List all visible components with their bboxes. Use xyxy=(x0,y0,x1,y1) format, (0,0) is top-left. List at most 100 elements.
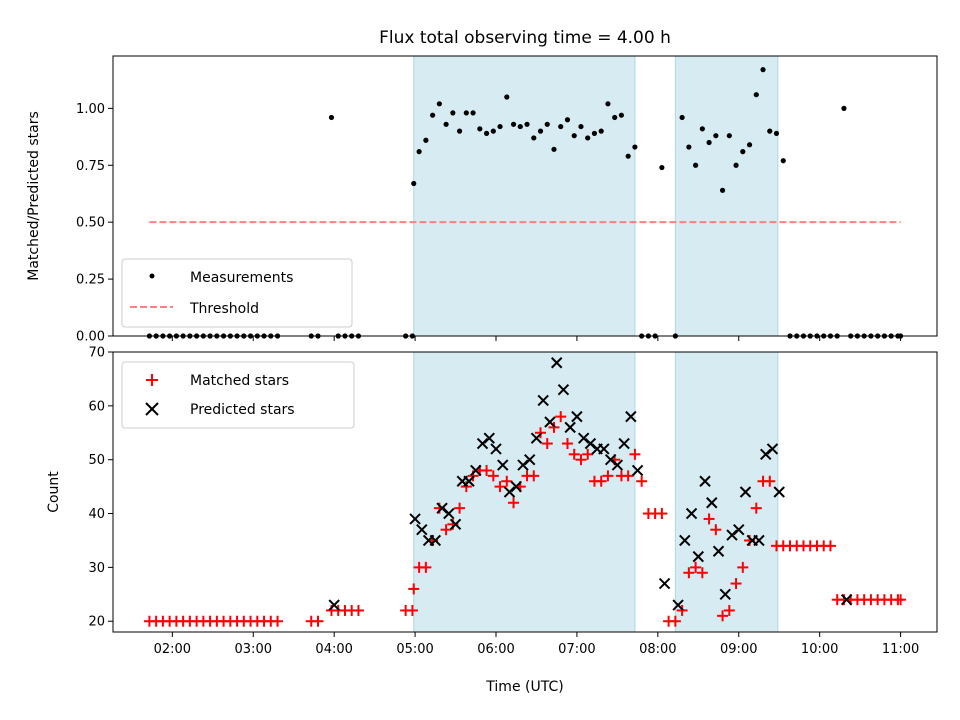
measurement-point xyxy=(699,126,705,132)
top-y-tick-label: 0.00 xyxy=(76,330,105,345)
measurement-point xyxy=(686,144,692,150)
x-tick-label: 05:00 xyxy=(396,642,433,657)
measurement-point xyxy=(746,142,753,148)
measurement-point xyxy=(692,162,699,168)
measurement-point xyxy=(740,149,746,155)
measurement-point xyxy=(416,149,422,155)
matched-star-point xyxy=(575,454,587,466)
legend-predicted-label: Predicted stars xyxy=(190,402,295,418)
measurement-point xyxy=(780,158,786,164)
predicted-star-point xyxy=(672,599,684,611)
predicted-star-point xyxy=(625,410,637,423)
predicted-star-point xyxy=(409,513,421,525)
measurement-point xyxy=(605,101,611,107)
matched-star-point xyxy=(636,475,648,487)
predicted-star-point xyxy=(719,588,731,601)
matched-star-point xyxy=(555,411,567,423)
measurement-point xyxy=(450,110,456,116)
measurement-point xyxy=(497,123,503,130)
measurement-point xyxy=(618,112,625,118)
matched-star-point xyxy=(696,567,708,579)
measurement-point xyxy=(753,92,759,98)
matched-star-point xyxy=(723,604,735,616)
bottom-x-axis-label: Time (UTC) xyxy=(485,679,563,695)
x-tick-label: 07:00 xyxy=(558,642,595,657)
x-tick-label: 08:00 xyxy=(639,642,676,657)
top-y-tick-label: 0.75 xyxy=(76,159,105,174)
predicted-star-point xyxy=(530,432,543,444)
matched-star-point xyxy=(602,470,614,482)
x-tick-label: 04:00 xyxy=(315,642,352,657)
top-panel: 0.00 0.25 0.50 0.75 1.00 Flux total observin… xyxy=(26,28,938,345)
bottom-y-tick-label: 20 xyxy=(88,615,105,630)
predicted-star-point xyxy=(699,475,711,487)
matched-star-point xyxy=(487,470,499,482)
measurement-point xyxy=(659,164,665,171)
predicted-star-point xyxy=(766,443,779,455)
predicted-star-point xyxy=(449,518,462,531)
measurement-point xyxy=(706,139,712,146)
measurement-point xyxy=(328,114,335,121)
predicted-star-point xyxy=(631,464,644,477)
bottom-panel: 20 30 40 50 60 70 02:00 03:00 04:00 05:00 06:00 07… xyxy=(46,346,938,695)
matched-star-point xyxy=(656,508,668,520)
predicted-star-point xyxy=(510,480,522,493)
measurement-point xyxy=(504,94,510,100)
bottom-y-tick-label: 70 xyxy=(88,346,105,361)
matched-star-point xyxy=(352,604,364,616)
bottom-y-tick-label: 30 xyxy=(88,561,105,576)
x-tick-label: 03:00 xyxy=(235,642,272,657)
measurement-point xyxy=(490,128,496,134)
predicted-star-point xyxy=(692,550,705,563)
predicted-star-point xyxy=(328,599,340,611)
predicted-star-point xyxy=(483,432,495,444)
top-legend: Measurements Threshold xyxy=(121,258,353,328)
legend-matched-label: Matched stars xyxy=(190,373,289,389)
measurement-point xyxy=(463,110,469,116)
matched-star-point xyxy=(717,610,729,622)
matched-star-point xyxy=(895,594,907,606)
predicted-star-point xyxy=(598,443,610,455)
matched-star-point xyxy=(582,448,594,460)
predicted-star-point xyxy=(679,534,691,547)
predicted-star-point xyxy=(733,523,745,536)
predicted-star-point xyxy=(571,410,583,423)
measurement-point xyxy=(564,117,571,123)
measurement-point xyxy=(443,121,449,127)
matched-star-point xyxy=(622,470,634,482)
predicted-star-point xyxy=(490,443,502,455)
measurement-point xyxy=(423,137,429,143)
measurement-point xyxy=(679,114,685,121)
predicted-star-point xyxy=(611,459,624,471)
measurement-point xyxy=(456,128,463,134)
predicted-star-point xyxy=(537,394,549,407)
x-tick-label: 10:00 xyxy=(801,642,838,657)
matched-star-point xyxy=(568,448,580,460)
matched-star-point xyxy=(690,561,702,573)
matched-star-point xyxy=(710,524,722,536)
matched-star-point xyxy=(595,475,607,487)
predicted-star-point xyxy=(463,475,475,487)
matched-star-point xyxy=(420,561,432,573)
matched-star-point xyxy=(494,481,506,493)
legend-measurements-marker xyxy=(149,273,155,279)
predicted-star-point xyxy=(497,459,509,471)
matched-star-point xyxy=(703,513,715,525)
predicted-star-point xyxy=(706,497,718,509)
observing-interval-1 xyxy=(413,351,636,633)
predicted-star-point xyxy=(429,534,442,547)
measurement-point xyxy=(625,153,631,159)
x-tick-label: 06:00 xyxy=(477,642,514,657)
predicted-star-point xyxy=(564,421,576,434)
measurement-point xyxy=(841,105,847,111)
measurement-point xyxy=(483,130,490,136)
observing-interval-2 xyxy=(674,351,779,633)
legend-measurements-label: Measurements xyxy=(190,270,293,286)
x-tick-label: 02:00 xyxy=(154,642,191,657)
top-y-tick-label: 0.25 xyxy=(76,273,105,288)
matched-star-point xyxy=(730,578,742,590)
x-tick-label: 11:00 xyxy=(882,642,919,657)
measurement-point xyxy=(726,133,732,139)
predicted-star-point xyxy=(524,453,536,466)
matched-star-point xyxy=(440,524,452,536)
